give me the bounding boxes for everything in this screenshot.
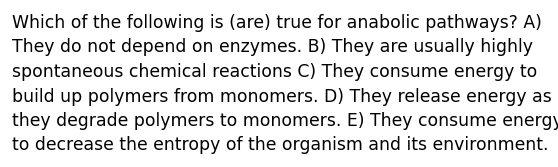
Text: spontaneous chemical reactions C) They consume energy to: spontaneous chemical reactions C) They c… [12,63,537,81]
Text: They do not depend on enzymes. B) They are usually highly: They do not depend on enzymes. B) They a… [12,39,533,56]
Text: build up polymers from monomers. D) They release energy as: build up polymers from monomers. D) They… [12,88,552,106]
Text: Which of the following is (are) true for anabolic pathways? A): Which of the following is (are) true for… [12,14,542,32]
Text: to decrease the entropy of the organism and its environment.: to decrease the entropy of the organism … [12,136,549,154]
Text: they degrade polymers to monomers. E) They consume energy: they degrade polymers to monomers. E) Th… [12,112,558,130]
